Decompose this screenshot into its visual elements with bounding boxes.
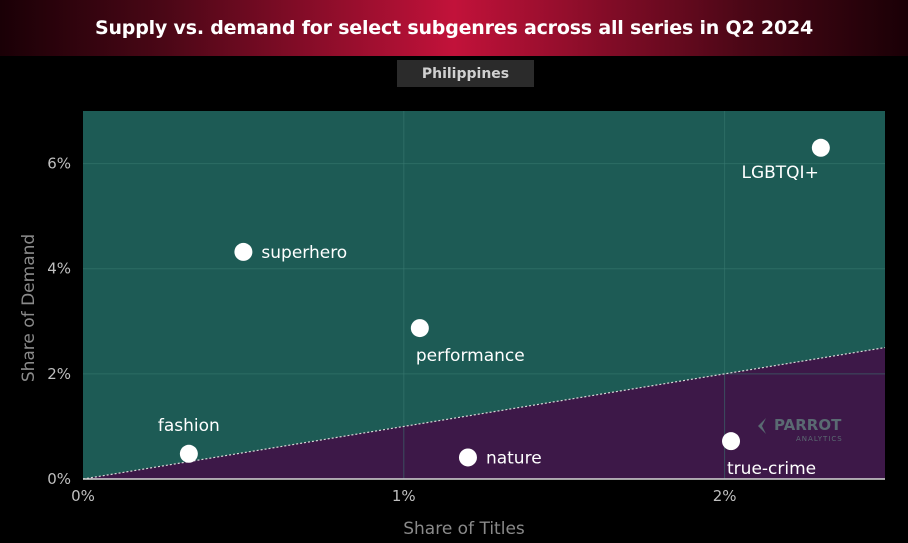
title-bar: Supply vs. demand for select subgenres a… [0,0,908,56]
point-label: LGBTQI+ [741,163,818,183]
parrot-logo-icon [758,418,766,434]
watermark-brand: PARROT [774,416,842,434]
x-tick-label: 2% [713,487,737,505]
y-tick-label: 2% [47,365,71,383]
y-tick-label: 4% [47,260,71,278]
x-tick-label: 1% [392,487,416,505]
x-tick-label: 0% [71,487,95,505]
data-point[interactable] [410,319,429,338]
x-axis-label: Share of Titles [403,519,525,539]
data-points: LGBTQI+ superhero performance fashion nature… [158,138,830,479]
data-point[interactable] [811,138,830,157]
region-tab[interactable]: Philippines [397,60,534,87]
data-point[interactable] [234,242,253,261]
data-point[interactable] [179,444,198,463]
y-axis-label: Share of Demand [19,234,39,382]
point-label: performance [416,346,525,366]
data-point[interactable] [722,432,741,451]
x-axis-ticks: 0% 1% 2% [71,487,736,505]
point-label: nature [486,448,542,468]
y-axis-ticks: 0% 2% 4% 6% [47,155,71,488]
y-tick-label: 0% [47,470,71,488]
point-label: fashion [158,416,220,436]
y-tick-label: 6% [47,155,71,173]
parrot-watermark: PARROT ANALYTICS [758,416,843,443]
point-label: true-crime [727,459,816,479]
chart-title: Supply vs. demand for select subgenres a… [95,17,813,39]
above-diagonal-region [83,111,885,479]
parity-line [82,346,886,480]
grid-lines [83,111,885,479]
watermark-sub: ANALYTICS [796,435,843,443]
point-label: superhero [261,243,347,263]
data-point[interactable] [458,448,477,467]
